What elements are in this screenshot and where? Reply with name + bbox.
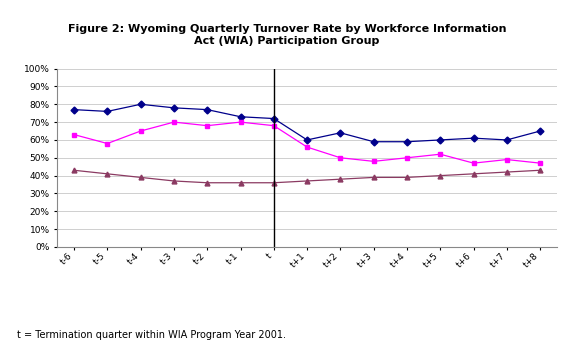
Line: Dislocated Workers: Dislocated Workers — [72, 120, 542, 166]
Adults — [304, 138, 311, 142]
Comparison Group — [404, 175, 410, 179]
Dislocated Workers — [337, 156, 344, 160]
Adults — [104, 109, 111, 114]
Dislocated Workers — [470, 161, 477, 165]
Adults — [404, 140, 410, 144]
Adults — [437, 138, 444, 142]
Adults — [370, 140, 377, 144]
Adults — [237, 115, 244, 119]
Line: Adults: Adults — [72, 102, 542, 144]
Comparison Group — [104, 172, 111, 176]
Adults — [170, 106, 177, 110]
Dislocated Workers — [237, 120, 244, 124]
Comparison Group — [503, 170, 510, 174]
Adults — [137, 102, 144, 106]
Dislocated Workers — [370, 159, 377, 163]
Adults — [503, 138, 510, 142]
Adults — [270, 117, 277, 121]
Dislocated Workers — [104, 141, 111, 145]
Dislocated Workers — [71, 132, 77, 137]
Text: Figure 2: Wyoming Quarterly Turnover Rate by Workforce Information
Act (WIA) Par: Figure 2: Wyoming Quarterly Turnover Rat… — [68, 24, 506, 46]
Comparison Group — [437, 174, 444, 178]
Dislocated Workers — [404, 156, 410, 160]
Comparison Group — [204, 181, 211, 185]
Dislocated Workers — [137, 129, 144, 133]
Dislocated Workers — [537, 161, 544, 165]
Dislocated Workers — [437, 152, 444, 156]
Adults — [337, 131, 344, 135]
Dislocated Workers — [204, 123, 211, 128]
Dislocated Workers — [170, 120, 177, 124]
Adults — [71, 108, 77, 112]
Adults — [204, 108, 211, 112]
Comparison Group — [170, 179, 177, 183]
Text: t = Termination quarter within WIA Program Year 2001.: t = Termination quarter within WIA Progr… — [17, 330, 286, 340]
Comparison Group — [71, 168, 77, 172]
Line: Comparison Group: Comparison Group — [72, 168, 542, 185]
Dislocated Workers — [270, 123, 277, 128]
Adults — [470, 136, 477, 140]
Comparison Group — [470, 172, 477, 176]
Comparison Group — [137, 175, 144, 179]
Comparison Group — [237, 181, 244, 185]
Comparison Group — [304, 179, 311, 183]
Comparison Group — [270, 181, 277, 185]
Comparison Group — [537, 168, 544, 172]
Comparison Group — [337, 177, 344, 181]
Comparison Group — [370, 175, 377, 179]
Adults — [537, 129, 544, 133]
Dislocated Workers — [503, 157, 510, 162]
Dislocated Workers — [304, 145, 311, 149]
